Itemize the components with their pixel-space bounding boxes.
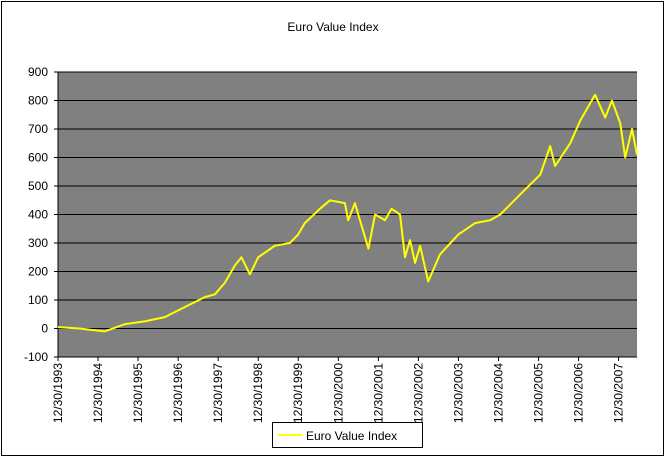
chart-title: Euro Value Index bbox=[287, 20, 378, 34]
y-tick-label: 600 bbox=[28, 151, 48, 165]
x-tick-label: 12/30/2002 bbox=[411, 363, 425, 423]
y-tick-label: 500 bbox=[28, 179, 48, 193]
data-line bbox=[57, 93, 638, 333]
x-tick-label: 12/30/2005 bbox=[532, 363, 546, 423]
x-tick-label: 12/30/1999 bbox=[291, 363, 305, 423]
y-tick-label: 300 bbox=[28, 236, 48, 250]
x-tick-label: 12/30/2004 bbox=[492, 363, 506, 423]
legend-label: Euro Value Index bbox=[306, 429, 397, 443]
y-tick-label: 800 bbox=[28, 94, 48, 108]
x-tick-label: 12/30/1998 bbox=[251, 363, 265, 423]
x-tick-label: 12/30/2000 bbox=[331, 363, 345, 423]
x-tick-label: 12/30/2001 bbox=[371, 363, 385, 423]
x-tick-label: 12/30/2006 bbox=[572, 363, 586, 423]
x-tick-label: 12/30/1994 bbox=[91, 363, 105, 423]
y-tick-label: 100 bbox=[28, 293, 48, 307]
x-tick-label: 12/30/1997 bbox=[211, 363, 225, 423]
x-tick-label: 12/30/2007 bbox=[612, 363, 626, 423]
y-tick-label: 200 bbox=[28, 265, 48, 279]
y-tick-label: 700 bbox=[28, 122, 48, 136]
x-tick-label: 12/30/2003 bbox=[451, 363, 465, 423]
y-tick-label: 400 bbox=[28, 208, 48, 222]
x-tick-label: 12/30/1995 bbox=[131, 363, 145, 423]
x-tick-label: 12/30/1993 bbox=[51, 363, 65, 423]
y-tick-label: 0 bbox=[41, 322, 48, 336]
x-tick-label: 12/30/1996 bbox=[171, 363, 185, 423]
y-tick-label: -100 bbox=[24, 350, 48, 364]
y-tick-label: 900 bbox=[28, 65, 48, 79]
